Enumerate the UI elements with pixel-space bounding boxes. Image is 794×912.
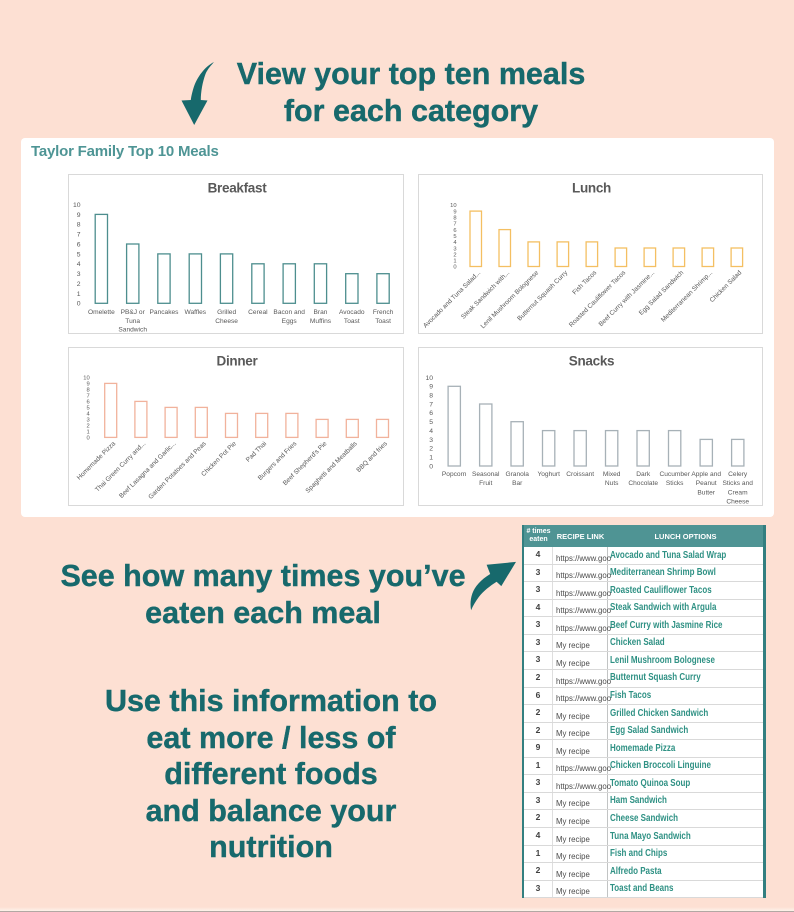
svg-text:Steak Sandwich with...: Steak Sandwich with...	[460, 269, 511, 320]
svg-text:9: 9	[86, 382, 89, 388]
svg-text:Croissant: Croissant	[566, 471, 594, 478]
svg-text:6: 6	[453, 228, 456, 234]
svg-text:6: 6	[77, 241, 81, 248]
svg-text:1: 1	[77, 291, 81, 298]
svg-text:9: 9	[429, 384, 433, 391]
svg-text:Omelette: Omelette	[88, 309, 115, 316]
svg-text:Thai Green Curry and...: Thai Green Curry and...	[94, 440, 147, 493]
svg-text:6: 6	[429, 410, 433, 417]
svg-text:Lenil Mushroom Bolognese: Lenil Mushroom Bolognese	[480, 269, 541, 330]
svg-text:0: 0	[86, 436, 89, 442]
svg-text:7: 7	[429, 401, 433, 408]
svg-text:3: 3	[77, 271, 81, 278]
svg-text:3: 3	[86, 418, 89, 424]
svg-text:2: 2	[429, 446, 433, 453]
svg-text:4: 4	[77, 261, 81, 268]
svg-text:10: 10	[83, 376, 89, 382]
svg-text:Mediterranean Shrimp...: Mediterranean Shrimp...	[660, 269, 714, 323]
svg-text:0: 0	[453, 265, 456, 271]
svg-text:Butternut Squash Curry: Butternut Squash Curry	[516, 269, 570, 323]
svg-text:5: 5	[453, 234, 456, 240]
svg-text:1: 1	[86, 430, 89, 436]
svg-text:0: 0	[77, 301, 81, 308]
svg-text:10: 10	[450, 203, 456, 209]
svg-text:6: 6	[86, 400, 89, 406]
svg-text:3: 3	[429, 437, 433, 444]
svg-text:1: 1	[453, 259, 456, 265]
svg-text:9: 9	[453, 209, 456, 215]
svg-text:7: 7	[86, 394, 89, 400]
svg-text:0: 0	[429, 463, 433, 470]
svg-text:Dinner: Dinner	[217, 354, 259, 369]
svg-text:Spaghetti and Meatballs: Spaghetti and Meatballs	[304, 440, 359, 495]
svg-text:5: 5	[77, 251, 81, 258]
svg-text:Breakfast: Breakfast	[208, 181, 268, 196]
svg-text:Cereal: Cereal	[248, 309, 268, 316]
svg-text:1: 1	[429, 455, 433, 462]
svg-text:4: 4	[453, 240, 457, 246]
svg-text:Roasted Cauliflower Tacos: Roasted Cauliflower Tacos	[568, 269, 628, 329]
svg-text:8: 8	[429, 393, 433, 400]
svg-text:BBQ and fries: BBQ and fries	[355, 440, 389, 474]
svg-text:7: 7	[453, 222, 456, 228]
svg-text:9: 9	[77, 212, 81, 219]
svg-text:5: 5	[86, 406, 89, 412]
svg-text:3: 3	[453, 246, 456, 252]
svg-text:4: 4	[86, 412, 90, 418]
svg-text:Yoghurt: Yoghurt	[537, 471, 560, 478]
svg-text:Pad Thai: Pad Thai	[245, 440, 268, 463]
svg-text:10: 10	[73, 202, 81, 209]
svg-text:4: 4	[429, 428, 433, 435]
svg-text:Beef Lasagna and Garlic...: Beef Lasagna and Garlic...	[118, 440, 178, 500]
svg-text:8: 8	[453, 216, 456, 222]
svg-text:Pancakes: Pancakes	[150, 309, 180, 316]
svg-text:Popcorn: Popcorn	[442, 471, 467, 478]
svg-text:Snacks: Snacks	[569, 354, 614, 369]
svg-text:2: 2	[453, 252, 456, 258]
svg-text:7: 7	[77, 232, 81, 239]
svg-text:5: 5	[429, 419, 433, 426]
svg-text:8: 8	[77, 222, 81, 229]
svg-text:Beef Curry with Jasmine...: Beef Curry with Jasmine...	[598, 269, 657, 328]
svg-text:Lunch: Lunch	[572, 181, 611, 196]
svg-text:Garden Potatoes and Peas: Garden Potatoes and Peas	[147, 440, 208, 501]
svg-text:8: 8	[86, 388, 89, 394]
svg-text:10: 10	[425, 375, 433, 382]
svg-text:2: 2	[77, 281, 81, 288]
svg-text:2: 2	[86, 424, 89, 430]
svg-text:Waffles: Waffles	[184, 309, 206, 316]
svg-text:Avocado and Tuna Salad...: Avocado and Tuna Salad...	[422, 269, 482, 329]
svg-text:Fish Tacos: Fish Tacos	[571, 269, 598, 296]
